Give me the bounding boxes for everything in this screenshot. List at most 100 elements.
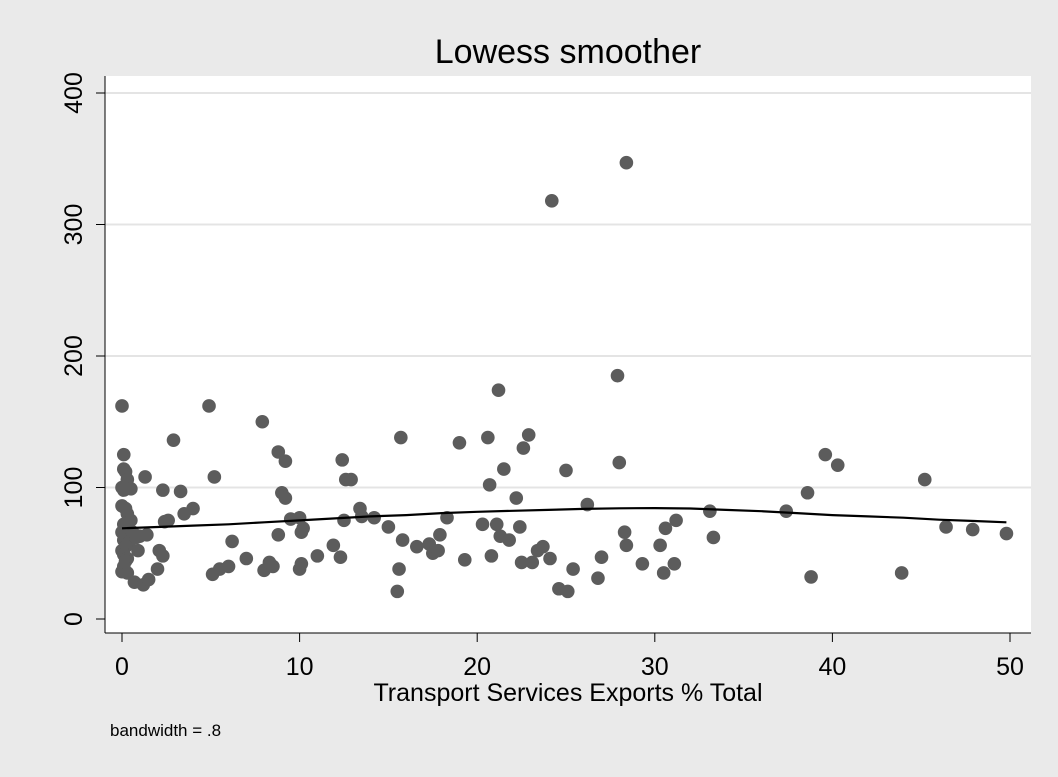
x-tick-label: 0 [115,653,129,681]
data-point [271,445,286,459]
data-point [594,550,609,564]
data-points [115,155,1014,599]
x-axis-label: Transport Services Exports % Total [373,679,762,707]
data-point [619,155,634,170]
data-point [239,551,254,566]
data-point [395,533,410,547]
data-point [706,530,721,545]
data-point [999,526,1014,541]
data-point [894,566,909,580]
axes [104,76,1031,634]
data-point [271,528,286,542]
data-point [800,485,815,500]
data-point [939,520,953,534]
data-point [326,538,341,553]
data-point [116,447,131,462]
y-tick-label: 100 [60,467,88,509]
data-point [619,538,634,553]
y-tick-label: 400 [60,72,88,114]
data-point [156,549,170,563]
data-point [667,556,682,571]
ticks: 0 100 200 300 400 0 10 20 30 40 50 [60,72,1024,681]
data-point [610,368,625,383]
bandwidth-note: bandwidth = .8 [110,721,221,740]
data-point [394,430,408,445]
x-tick-label: 10 [286,653,314,681]
data-point [559,463,573,478]
y-tick-label: 200 [60,335,88,377]
data-point [278,454,293,469]
data-point [525,555,540,570]
data-point [367,510,381,525]
x-tick-label: 20 [463,653,491,681]
data-point [560,584,575,599]
data-point [344,472,358,487]
data-point [173,484,188,499]
data-point [141,572,156,587]
data-point [536,539,550,554]
data-point [489,517,504,532]
data-point [115,399,129,413]
data-point [543,551,557,566]
data-point [475,517,490,532]
data-point [509,491,524,505]
data-point [255,414,270,429]
data-point [656,566,671,580]
data-point [161,513,175,528]
data-point [669,513,683,528]
data-point [392,562,406,576]
data-point [491,383,506,397]
data-point [514,555,529,570]
data-point [333,550,348,564]
data-point [202,399,216,413]
grid-lines [105,92,1031,489]
y-tick-label: 0 [60,612,88,626]
data-point [484,549,499,563]
data-point [502,533,516,547]
data-point [337,513,351,528]
x-tick-label: 50 [996,653,1024,681]
data-point [818,447,833,462]
data-point [440,510,454,525]
data-point [140,528,154,542]
data-point [779,504,794,518]
data-point [521,428,536,442]
data-point [381,520,396,534]
data-point [310,549,325,563]
data-point [591,571,605,586]
lowess-line [121,506,1007,530]
data-point [566,562,580,576]
data-point [120,566,135,580]
data-point [278,491,293,505]
data-point [830,458,845,472]
data-point [703,504,717,518]
chart-title: Lowess smoother [435,33,701,71]
data-point [390,584,405,599]
data-point [612,455,627,470]
x-tick-label: 30 [641,653,669,681]
data-point [516,441,531,455]
data-point [186,501,200,516]
lowess-line-group [121,506,1007,530]
data-point [166,433,181,447]
data-point [410,539,424,554]
data-point [658,521,673,536]
data-point [482,478,497,492]
y-tick-label: 300 [60,204,88,246]
data-point [965,522,980,537]
data-point [481,430,495,445]
data-point [653,538,667,553]
data-point [804,570,818,584]
data-point [457,553,472,567]
data-point [138,470,152,484]
data-point [917,472,932,487]
data-point [296,521,310,536]
data-point [131,543,145,558]
data-point [221,559,236,574]
data-point [635,556,650,571]
data-point [150,562,165,576]
data-point [431,543,445,558]
plot-background [105,76,1031,633]
